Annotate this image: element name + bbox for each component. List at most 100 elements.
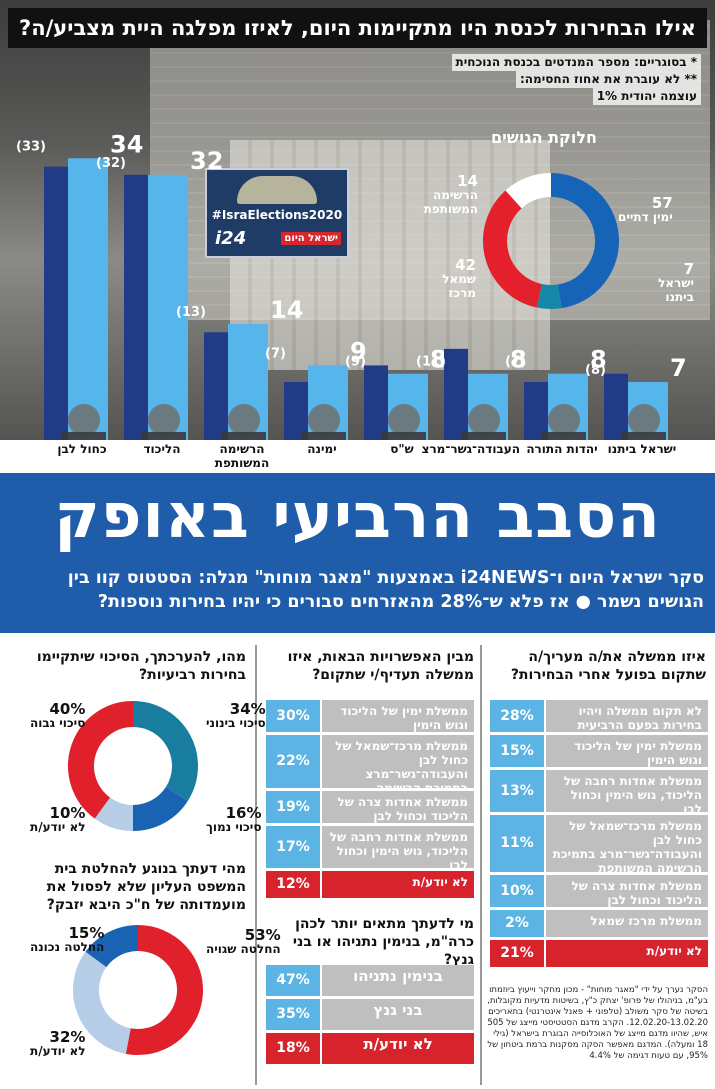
row-value: 19%	[266, 791, 320, 823]
top-panel: אילו הבחירות לכנסת היו מתקיימות היום, לא…	[0, 0, 715, 473]
bar-current-label: (9)	[345, 355, 366, 370]
blocs-title: חלוקת הגושים	[490, 128, 597, 147]
q5-text: לא יודע/ת	[30, 1044, 86, 1058]
headline-band	[0, 473, 715, 633]
row-label: ממשלת מרכז־שמאל של כחול לבן והעבודה־גשר־…	[546, 815, 708, 875]
party-name: ישראל ביתנו	[607, 442, 677, 456]
party-name: ימינה	[307, 442, 337, 456]
bar-current-label: (33)	[16, 139, 46, 154]
donut-slice	[94, 797, 134, 831]
methodology-footnote: הסקר נערך על ידי "מאגר מוחות" - מכון מחק…	[487, 985, 708, 1061]
q4-pct: 16%	[225, 804, 262, 822]
bar-value-label: 34	[110, 130, 143, 158]
bar-poll-seats	[148, 174, 188, 440]
donut-slice	[125, 925, 203, 1055]
party-leader-photo-body	[62, 432, 106, 440]
donut-slice	[68, 701, 134, 819]
party-leader-photo	[548, 404, 580, 436]
donut-slice	[85, 925, 139, 968]
logo-hashtag: #IsraElections2020	[211, 208, 343, 222]
bloc-value: 42	[455, 256, 476, 274]
row-value: 2%	[490, 910, 544, 937]
row-value: 47%	[266, 965, 320, 996]
party-leader-photo-body	[382, 432, 426, 440]
q4-label: 16% סיכוי נמוך	[206, 804, 262, 835]
bar-poll-seats	[68, 158, 108, 441]
q3-title: מי לדעתך מתאים יותר לכהן כרה"מ, בנימין נ…	[292, 916, 474, 968]
q4-label: 10% לא יודע/ת	[30, 806, 85, 835]
party-leader-photo	[228, 404, 260, 436]
bloc-value: 57	[651, 194, 673, 212]
bloc-value: 14	[457, 172, 478, 190]
row-label: ממשלת ימין של הליכוד וגוש הימין	[546, 735, 708, 767]
q5-pct: 15%	[68, 924, 105, 942]
bar-current-seats	[604, 373, 628, 440]
bar-current-seats	[524, 382, 548, 440]
row-value: 11%	[490, 815, 544, 872]
bar-current-label: (8)	[585, 363, 606, 378]
elections-logo: #IsraElections2020 ישראל היום i24	[205, 168, 349, 258]
bloc-text: ישראל ביתנו	[658, 276, 694, 304]
row-label: ממשלת אחדות רחבה של הליכוד, גוש הימין וכ…	[322, 826, 474, 872]
donut-slice	[483, 190, 543, 308]
party-name: כחול לבן	[57, 442, 107, 456]
note-threshold-party: עוצמה יהודית 1%	[592, 88, 701, 105]
bar-current-label: (7)	[505, 355, 526, 370]
row-value: 35%	[266, 999, 320, 1030]
donut-slice	[550, 173, 619, 309]
bar-value-label: 14	[270, 296, 303, 324]
bar-current-label: (7)	[265, 346, 286, 361]
row-value: 28%	[490, 700, 544, 732]
q4-donut	[68, 701, 198, 831]
row-value: 12%	[266, 871, 320, 898]
party-leader-photo	[68, 404, 100, 436]
party-leader-photo-body	[542, 432, 586, 440]
party-leader-photo	[148, 404, 180, 436]
row-value: 10%	[490, 875, 544, 907]
row-label: ממשלת אחדות צרה של הליכוד וכחול לבן	[546, 875, 708, 907]
donut-slice	[73, 951, 132, 1054]
bar-current-seats	[284, 382, 308, 440]
q2-title: מבין האפשרויות הבאות, איזו ממשלה תעדיף/י…	[287, 649, 474, 683]
bar-value-label: 8	[590, 346, 607, 374]
row-label: ממשלת מרכז שמאל	[546, 910, 708, 937]
bar-current-seats	[204, 332, 228, 440]
bloc-label-yb: 7 ישראל ביתנו	[630, 262, 694, 305]
bar-value-label: 32	[190, 147, 223, 175]
top-title: אילו הבחירות לכנסת היו מתקיימות היום, לא…	[8, 8, 707, 48]
headline: הסבב הרביעי באופק	[54, 479, 661, 552]
bloc-label-joint: 14 הרשימה המשותפת	[408, 172, 478, 217]
bar-value-label: 7	[670, 354, 687, 382]
logo-paper: ישראל היום	[281, 232, 341, 245]
party-leader-photo-body	[222, 432, 266, 440]
row-label: ממשלת מרכז־שמאל של כחול לבן והעבודה־גשר־…	[322, 735, 474, 809]
donut-slice	[505, 173, 552, 209]
bloc-label-left: 42 שמאל מרכז	[418, 256, 476, 301]
q1-title: איזו ממשלה את/ה מעריך/ה שתקום בפועל אחרי…	[510, 649, 706, 683]
party-leader-photo-body	[462, 432, 506, 440]
seats-bar-chart: 34(33)32(32)14(13)9(7) 8(9) 8(11) 8(7) 7(8)	[16, 130, 687, 441]
row-label: בנימין נתניהו	[322, 965, 474, 996]
bar-current-label: (11)	[416, 355, 446, 370]
row-label: לא תקום ממשלה ויהיו בחירות בפעם הרביעית	[546, 700, 708, 732]
party-leader-photo	[468, 404, 500, 436]
row-label: בני גנץ	[322, 999, 474, 1030]
q5-text: החלטה שגויה	[206, 942, 281, 956]
column-divider	[480, 645, 482, 1085]
row-label: ממשלת ימין של הליכוד וגוש הימין	[322, 700, 474, 732]
note-brackets: * בסוגריים: מספר המנדטים בכנסת הנוכחית	[451, 54, 701, 71]
q4-text: סיכוי נמוך	[206, 820, 262, 834]
row-value: 30%	[266, 700, 320, 732]
subheadline: סקר ישראל היום ו־i24NEWS באמצעות "מאגר מ…	[67, 568, 704, 612]
party-name: העבודה־גשר־מרצ	[421, 442, 520, 456]
row-label: לא יודע/ת	[546, 940, 708, 967]
party-leader-photo-body	[142, 432, 186, 440]
bar-current-seats	[444, 348, 468, 440]
party-leader-photo	[628, 404, 660, 436]
q4-title: מהו, להערכתך, הסיכוי שיתקיימו בחירות רבי…	[36, 649, 246, 683]
q4-text: סיכוי בינוני	[206, 716, 266, 730]
bar-current-label: (32)	[96, 156, 126, 171]
donut-slice	[132, 786, 188, 831]
q4-text: סיכוי גבוה	[30, 716, 86, 730]
q3-table: בנימין נתניהו 47% בני גנץ 35% לא יודע/ת 18%	[266, 965, 474, 1075]
